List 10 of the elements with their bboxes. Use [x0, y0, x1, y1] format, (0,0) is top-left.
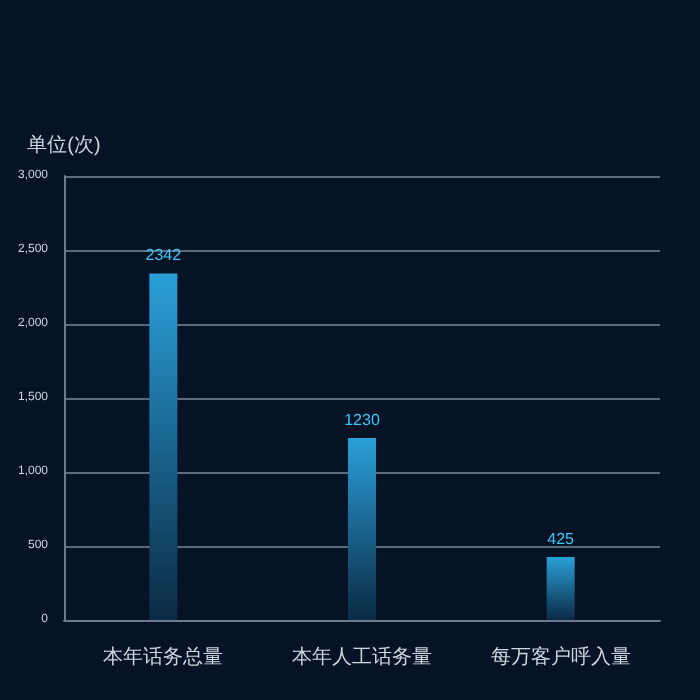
data-label: 425: [547, 530, 576, 549]
data-label: 1230: [344, 410, 381, 429]
x-tick-label: 本年话务总量: [103, 645, 224, 669]
data-label: 2342: [145, 246, 183, 265]
bar: [348, 437, 376, 620]
x-tick-label: 每万客户呼入量: [490, 645, 631, 669]
x-tick-label: 本年人工话务量: [292, 645, 432, 669]
y-axis-title: 单位(次): [27, 133, 101, 157]
bar: [546, 557, 575, 620]
bar: [149, 273, 178, 620]
